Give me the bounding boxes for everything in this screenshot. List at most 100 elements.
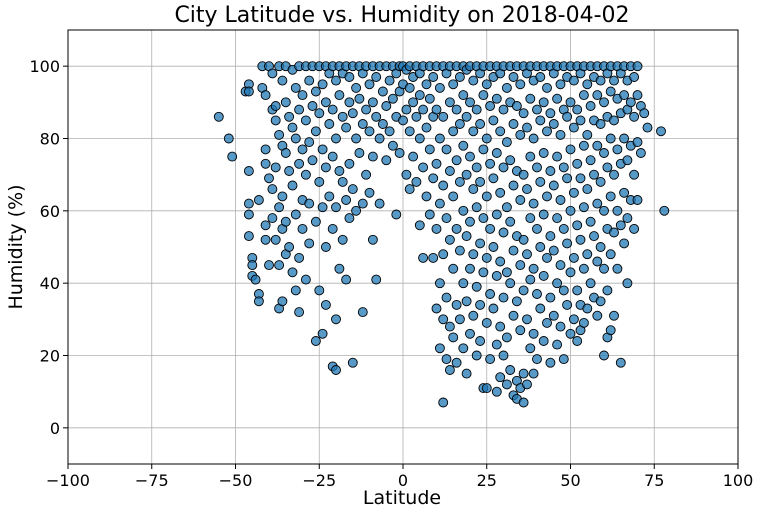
data-point-52: [284, 242, 295, 252]
data-point-360: [518, 108, 529, 119]
data-point-463: [578, 90, 589, 101]
data-point-207: [428, 252, 439, 263]
data-point-471: [582, 249, 593, 260]
data-point-546: [632, 90, 643, 101]
data-point-148: [367, 97, 378, 108]
data-point-470: [582, 184, 593, 195]
data-point-123: [344, 72, 355, 82]
data-point-510: [605, 249, 616, 260]
data-point-419: [552, 151, 563, 162]
data-point-307: [488, 242, 499, 252]
data-point-486: [592, 198, 603, 209]
data-point-249: [454, 245, 465, 256]
data-point-308: [488, 303, 499, 314]
data-point-6: [243, 166, 254, 176]
data-point-319: [495, 256, 506, 267]
data-point-341: [508, 119, 519, 129]
data-point-155: [374, 133, 385, 144]
data-point-413: [548, 119, 559, 129]
data-point-323: [498, 104, 509, 115]
data-point-65: [294, 307, 305, 318]
data-point-262: [461, 368, 472, 379]
data-point-165: [387, 93, 398, 104]
data-point-258: [461, 111, 472, 122]
data-point-467: [578, 317, 589, 328]
data-point-19: [260, 90, 271, 101]
data-point-448: [568, 252, 579, 263]
data-point-433: [558, 354, 569, 365]
data-point-16: [253, 296, 264, 307]
x-tick-label-8: 100: [723, 471, 754, 490]
data-point-342: [508, 180, 519, 191]
data-point-414: [548, 180, 559, 191]
data-point-343: [508, 245, 519, 256]
data-point-46: [280, 97, 291, 108]
data-point-301: [485, 223, 496, 234]
data-point-59: [290, 209, 301, 220]
data-point-285: [475, 336, 486, 346]
data-point-287: [478, 90, 489, 101]
data-point-150: [367, 234, 378, 245]
data-point-187: [411, 111, 422, 122]
data-point-226: [441, 213, 452, 224]
data-point-303: [485, 354, 496, 365]
data-point-390: [535, 72, 546, 82]
data-point-535: [622, 213, 633, 224]
data-point-26: [264, 260, 274, 271]
data-point-89: [317, 79, 328, 90]
data-point-455: [572, 336, 583, 346]
data-point-256: [458, 343, 469, 354]
data-point-228: [441, 354, 452, 365]
data-point-513: [609, 115, 619, 126]
data-point-5: [243, 86, 254, 97]
data-point-209: [431, 104, 442, 115]
data-point-315: [491, 386, 502, 397]
data-point-63: [294, 158, 305, 169]
data-point-108: [331, 202, 341, 213]
data-point-20: [260, 144, 271, 155]
data-point-495: [599, 97, 609, 108]
data-point-444: [565, 328, 576, 339]
data-point-56: [287, 267, 298, 278]
data-point-219: [438, 111, 449, 122]
data-point-196: [418, 252, 429, 263]
data-point-488: [592, 310, 603, 321]
data-point-42: [277, 191, 288, 202]
data-point-54: [287, 122, 298, 133]
data-point-75: [304, 137, 315, 148]
data-point-371: [522, 379, 532, 390]
data-point-267: [465, 263, 475, 274]
data-point-100: [324, 191, 335, 202]
data-point-281: [475, 119, 486, 129]
data-point-225: [441, 144, 452, 155]
data-point-122: [341, 274, 352, 285]
data-point-545: [632, 61, 643, 72]
x-tick-label-2: −50: [219, 471, 253, 490]
data-point-22: [260, 220, 271, 231]
data-point-275: [471, 104, 482, 115]
data-point-264: [465, 97, 475, 108]
data-point-452: [572, 158, 583, 169]
data-point-124: [344, 97, 355, 108]
data-point-502: [602, 162, 613, 173]
data-point-163: [384, 126, 395, 137]
data-point-515: [609, 227, 619, 238]
data-point-496: [599, 148, 609, 158]
chart-title: City Latitude vs. Humidity on 2018-04-02: [174, 3, 629, 28]
data-point-143: [361, 169, 372, 180]
data-point-487: [592, 256, 603, 267]
data-point-374: [525, 151, 536, 162]
data-point-32: [270, 115, 281, 126]
data-point-247: [454, 119, 465, 129]
data-point-542: [629, 111, 640, 122]
data-point-353: [515, 79, 526, 90]
data-point-547: [632, 137, 643, 148]
data-point-83: [310, 216, 321, 227]
data-point-81: [310, 86, 321, 97]
data-point-132: [351, 133, 362, 144]
data-point-415: [548, 245, 559, 256]
data-point-350: [511, 296, 522, 307]
data-point-477: [585, 278, 596, 289]
data-point-135: [354, 93, 365, 104]
data-point-222: [438, 314, 449, 325]
